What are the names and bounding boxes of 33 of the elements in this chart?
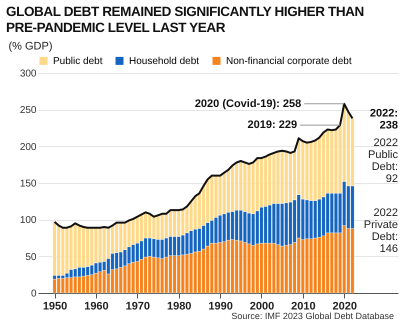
annotation: 2022 Public Debt: 92 <box>368 136 398 185</box>
bar <box>56 278 61 294</box>
legend-label: Public debt <box>53 56 103 67</box>
y-tick-label: 0 <box>30 288 37 300</box>
x-tick-label: 2010 <box>291 300 316 312</box>
y-tick-label: 300 <box>20 68 37 80</box>
x-tick-label: 1980 <box>166 300 192 312</box>
x-tick-label: 1990 <box>208 300 233 312</box>
y-tick-label: 200 <box>20 142 37 153</box>
y-tick-label: 150 <box>20 178 37 190</box>
y-axis-title: (% GDP) <box>8 40 52 52</box>
bar <box>56 225 61 276</box>
chart-title: GLOBAL DEBT REMAINED SIGNIFICANTLY HIGHER THAN PRE-PANDEMIC LEVEL LAST YEAR <box>6 4 365 36</box>
source-note: Source: IMF 2023 Global Debt Database <box>230 311 394 321</box>
x-tick-label: 1950 <box>42 300 68 312</box>
x-tick-label: 2020 <box>332 300 357 312</box>
annotation: 2019: 229 <box>248 119 298 132</box>
legend-label: Non-financial corporate debt <box>226 56 352 67</box>
y-tick-label: 100 <box>20 215 37 226</box>
x-tick-label: 1960 <box>84 300 109 312</box>
annotation: 2022: 238 <box>370 107 398 132</box>
bar <box>60 278 65 294</box>
bar <box>52 222 56 276</box>
x-tick-label: 1970 <box>126 300 150 312</box>
annotation: 2022 Private Debt: 146 <box>364 207 398 256</box>
x-tick-label: 2000 <box>250 300 274 312</box>
y-tick-label: 50 <box>25 252 37 263</box>
bar <box>60 228 65 276</box>
bar <box>52 278 56 294</box>
bar <box>65 277 69 294</box>
legend-label: Household debt <box>129 56 200 67</box>
annotation: 2020 (Covid-19): 258 <box>194 98 302 110</box>
y-tick-label: 250 <box>20 105 37 116</box>
